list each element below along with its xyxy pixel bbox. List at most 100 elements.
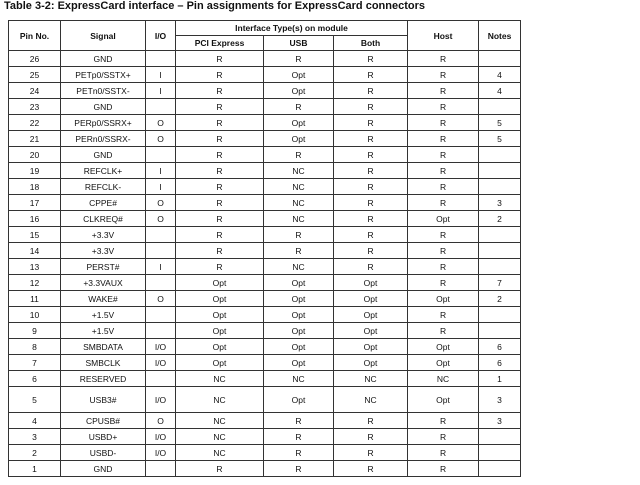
column-header: USB [263, 35, 334, 51]
table-cell: 13 [8, 258, 61, 275]
table-cell: 23 [8, 98, 61, 115]
table-cell: I [145, 66, 176, 83]
table-cell: I/O [145, 428, 176, 445]
pin-table: Pin No. Signal I/O Interface Type(s) on … [8, 20, 522, 477]
table-cell: R [175, 210, 264, 227]
table-cell: R [263, 242, 334, 259]
table-cell: R [407, 114, 480, 131]
table-cell: R [263, 460, 334, 477]
table-row: 12 +3.3VAUX Opt Opt Opt R 7 [8, 274, 522, 291]
group-header: Interface Type(s) on module [174, 20, 409, 36]
table-cell: PERp0/SSRX+ [60, 114, 146, 131]
table-cell: 6 [478, 354, 522, 371]
table-row: 19 REFCLK+ I R NC R R [8, 162, 522, 179]
table-cell: Opt [263, 114, 334, 131]
table-row: 2 USBD- I/O NC R R R [8, 444, 522, 461]
table-cell: R [332, 226, 409, 243]
table-cell: SMBCLK [60, 354, 146, 371]
table-cell: Opt [332, 306, 409, 323]
table-cell: R [407, 242, 480, 259]
column-header: Notes [478, 20, 522, 51]
table-cell [145, 146, 176, 163]
table-row: 10 +1.5V Opt Opt Opt R [8, 306, 522, 323]
table-cell: R [175, 82, 264, 99]
table-cell: CPUSB# [60, 412, 146, 429]
table-cell: R [175, 242, 264, 259]
table-cell: 26 [8, 50, 61, 67]
table-cell: 6 [478, 338, 522, 355]
column-header: Signal [60, 20, 146, 51]
table-cell: 3 [8, 428, 61, 445]
column-header: PCI Express [175, 35, 264, 51]
table-row: 8 SMBDATA I/O Opt Opt Opt Opt 6 [8, 338, 522, 355]
table-cell: 22 [8, 114, 61, 131]
table-cell: 5 [478, 130, 522, 147]
table-cell: Opt [332, 338, 409, 355]
table-cell: 5 [8, 386, 61, 413]
table-cell: R [332, 428, 409, 445]
table-cell: USBD+ [60, 428, 146, 445]
table-cell: 3 [478, 194, 522, 211]
table-cell: R [407, 460, 480, 477]
table-cell: R [332, 114, 409, 131]
table-cell: Opt [332, 274, 409, 291]
table-cell [145, 274, 176, 291]
table-cell: Opt [407, 338, 480, 355]
table-cell [145, 322, 176, 339]
table-cell: R [407, 82, 480, 99]
table-cell: +3.3V [60, 226, 146, 243]
table-cell: Opt [332, 354, 409, 371]
table-cell: 7 [8, 354, 61, 371]
table-cell: R [332, 178, 409, 195]
table-cell: R [407, 322, 480, 339]
table-cell: 2 [478, 290, 522, 307]
table-cell: 11 [8, 290, 61, 307]
table-cell: I/O [145, 338, 176, 355]
table-cell: I [145, 178, 176, 195]
table-row: 26 GND R R R R [8, 50, 522, 67]
table-cell: Opt [175, 306, 264, 323]
table-cell: R [175, 194, 264, 211]
table-cell: RESERVED [60, 370, 146, 387]
table-cell [478, 178, 522, 195]
table-cell: USB3# [60, 386, 146, 413]
table-cell: 9 [8, 322, 61, 339]
table-cell: Opt [175, 274, 264, 291]
table-cell: REFCLK- [60, 178, 146, 195]
table-cell: 25 [8, 66, 61, 83]
table-row: 16 CLKREQ# O R NC R Opt 2 [8, 210, 522, 227]
table-row: 3 USBD+ I/O NC R R R [8, 428, 522, 445]
table-cell [478, 460, 522, 477]
table-cell: NC [263, 210, 334, 227]
table-row: 24 PETn0/SSTX- I R Opt R R 4 [8, 82, 522, 99]
table-cell: NC [175, 386, 264, 413]
table-cell: NC [263, 370, 334, 387]
table-cell: I/O [145, 354, 176, 371]
table-cell: +1.5V [60, 306, 146, 323]
table-row: 15 +3.3V R R R R [8, 226, 522, 243]
table-cell: R [263, 146, 334, 163]
table-cell: Opt [175, 322, 264, 339]
table-cell: R [332, 412, 409, 429]
table-cell: R [407, 146, 480, 163]
column-header: Host [407, 20, 480, 51]
table-body: 26 GND R R R R 25 PETp0/SSTX+ I R Opt R R 4 24 PETn0/SS… [8, 50, 522, 477]
table-cell: +3.3VAUX [60, 274, 146, 291]
table-cell: 14 [8, 242, 61, 259]
table-cell: R [263, 226, 334, 243]
table-cell [478, 322, 522, 339]
table-cell: O [145, 210, 176, 227]
table-cell: 3 [478, 412, 522, 429]
table-cell: REFCLK+ [60, 162, 146, 179]
table-cell: 18 [8, 178, 61, 195]
table-cell [145, 98, 176, 115]
table-cell: 4 [478, 66, 522, 83]
table-cell: Opt [407, 290, 480, 307]
table-cell: O [145, 194, 176, 211]
table-cell: 10 [8, 306, 61, 323]
table-cell: CLKREQ# [60, 210, 146, 227]
table-row: 7 SMBCLK I/O Opt Opt Opt Opt 6 [8, 354, 522, 371]
table-row: 20 GND R R R R [8, 146, 522, 163]
table-cell: I [145, 82, 176, 99]
table-row: 25 PETp0/SSTX+ I R Opt R R 4 [8, 66, 522, 83]
